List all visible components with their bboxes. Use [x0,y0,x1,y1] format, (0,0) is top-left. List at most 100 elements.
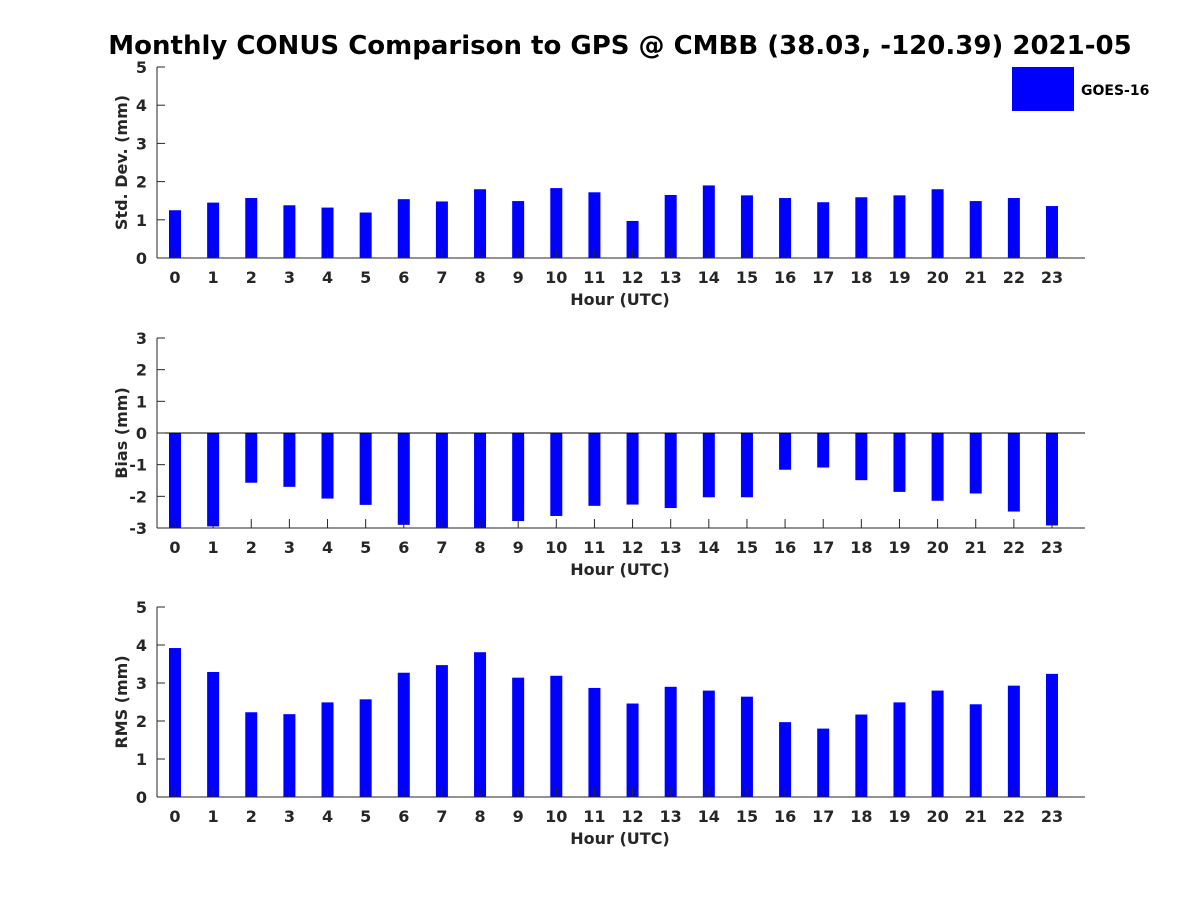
rms-x-tick-label: 13 [660,807,682,826]
bias-y-tick-label: 0 [136,424,147,443]
bias-y-tick-label: -3 [129,519,147,538]
bias-y-tick-label: 3 [136,329,147,348]
bias-y-tick-label: -2 [129,487,147,506]
rms-bar-8 [474,652,487,797]
std-dev-bar-19 [893,195,906,258]
rms-x-tick-label: 23 [1041,807,1063,826]
rms-bar-23 [1045,673,1058,797]
bias-y-axis-label: Bias (mm) [112,387,131,479]
bias-bar-13 [664,433,677,509]
std-dev-x-tick-label: 22 [1003,268,1025,287]
std-dev-x-tick-label: 7 [436,268,447,287]
rms-bar-12 [626,703,639,797]
bias-y-tick-label: -1 [129,456,147,475]
rms-x-tick-label: 6 [398,807,409,826]
std-dev-bar-13 [664,194,677,258]
bias-x-axis-label: Hour (UTC) [570,560,670,579]
std-dev-bar-14 [702,185,715,258]
bias-x-tick-label: 8 [474,538,485,557]
bias-x-tick-label: 10 [545,538,567,557]
rms-bar-21 [969,704,982,797]
bias-x-tick-label: 11 [583,538,605,557]
std-dev-bar-12 [626,220,639,258]
std-dev-x-tick-label: 8 [474,268,485,287]
rms-y-tick-label: 4 [136,636,147,655]
bias-bar-12 [626,433,639,505]
std-dev-bar-0 [169,210,181,258]
rms-x-tick-label: 20 [926,807,948,826]
std-dev-x-tick-label: 20 [926,268,948,287]
rms-bar-1 [207,671,220,797]
bias-x-tick-label: 20 [926,538,948,557]
bias-x-tick-label: 23 [1041,538,1063,557]
rms-x-tick-label: 9 [513,807,524,826]
std-dev-bar-5 [359,212,372,258]
bias-x-tick-label: 3 [284,538,295,557]
bias-bar-7 [435,433,448,528]
rms-x-tick-label: 12 [621,807,643,826]
bias-x-tick-label: 22 [1003,538,1025,557]
rms-y-tick-label: 5 [136,598,147,617]
bias-bar-10 [550,433,563,516]
std-dev-bar-10 [550,188,563,258]
rms-bar-15 [740,696,753,797]
rms-y-axis-label: RMS (mm) [112,655,131,748]
std-dev-x-tick-label: 9 [513,268,524,287]
bias-x-tick-label: 1 [208,538,219,557]
rms-x-tick-label: 7 [436,807,447,826]
bias-bar-21 [969,433,982,494]
rms-bar-7 [435,665,448,797]
legend-swatch-goes-16 [1012,67,1074,111]
bias-bar-20 [931,433,944,501]
rms-x-tick-label: 22 [1003,807,1025,826]
bias-bar-11 [588,433,601,506]
bias-bar-5 [359,433,372,505]
rms-x-tick-label: 11 [583,807,605,826]
std-dev-bar-6 [397,199,410,258]
bias-x-tick-label: 19 [888,538,910,557]
std-dev-x-tick-label: 14 [698,268,720,287]
std-dev-bar-7 [435,201,448,258]
bias-bar-17 [817,433,830,468]
bias-bar-4 [321,433,334,499]
std-dev-x-tick-label: 11 [583,268,605,287]
bias-x-tick-label: 0 [169,538,180,557]
std-dev-x-tick-label: 17 [812,268,834,287]
rms-x-tick-label: 16 [774,807,796,826]
std-dev-bar-21 [969,201,982,258]
rms-x-tick-label: 2 [246,807,257,826]
bias-bar-19 [893,433,906,492]
std-dev-x-tick-label: 5 [360,268,371,287]
std-dev-bar-1 [207,202,220,258]
bias-y-tick-label: 2 [136,361,147,380]
bias-x-tick-label: 21 [965,538,987,557]
rms-bar-13 [664,686,677,797]
std-dev-bar-4 [321,207,334,258]
bias-bar-9 [512,433,525,522]
rms-y-tick-label: 1 [136,750,147,769]
bias-x-tick-label: 13 [660,538,682,557]
rms-x-tick-label: 1 [208,807,219,826]
std-dev-y-tick-label: 3 [136,134,147,153]
bias-bar-6 [397,433,410,525]
std-dev-y-tick-label: 1 [136,211,147,230]
std-dev-x-tick-label: 16 [774,268,796,287]
legend: GOES-16 [1012,67,1149,111]
rms-x-tick-label: 4 [322,807,333,826]
rms-bar-4 [321,702,334,797]
bias-x-tick-label: 17 [812,538,834,557]
rms-x-tick-label: 15 [736,807,758,826]
rms-y-tick-label: 2 [136,712,147,731]
bias-x-tick-label: 18 [850,538,872,557]
bias-x-tick-label: 12 [621,538,643,557]
std-dev-x-tick-label: 0 [169,268,180,287]
rms-bar-3 [283,714,296,797]
rms-x-tick-label: 14 [698,807,720,826]
bias-bar-16 [779,433,792,470]
rms-x-tick-label: 18 [850,807,872,826]
